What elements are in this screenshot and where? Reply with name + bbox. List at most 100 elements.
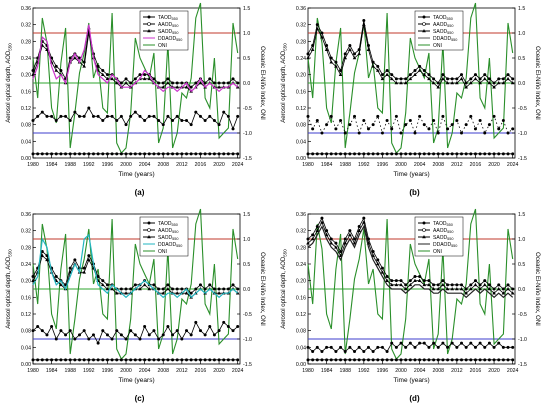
y2-tick-label: -0.5 bbox=[518, 312, 527, 318]
data-point bbox=[348, 123, 352, 127]
data-point bbox=[399, 358, 403, 362]
x-tick-label: 1992 bbox=[83, 368, 95, 374]
x-tick-label: 2024 bbox=[232, 368, 244, 374]
data-point bbox=[441, 152, 445, 156]
x-tick-label: 2016 bbox=[195, 162, 207, 168]
oni-line bbox=[32, 2, 239, 154]
legend-marker bbox=[422, 235, 426, 239]
x-tick-label: 2000 bbox=[395, 368, 407, 374]
data-point bbox=[487, 287, 492, 291]
x-tick-label: 2016 bbox=[470, 162, 482, 168]
data-point bbox=[348, 44, 352, 47]
data-point bbox=[413, 275, 417, 278]
data-point bbox=[478, 287, 482, 291]
data-point bbox=[82, 114, 86, 118]
data-point bbox=[171, 333, 175, 337]
data-point bbox=[82, 329, 86, 333]
data-point bbox=[115, 152, 119, 156]
data-point bbox=[110, 152, 114, 156]
data-point bbox=[353, 358, 357, 362]
data-point bbox=[217, 358, 221, 362]
data-point bbox=[413, 345, 417, 349]
data-point bbox=[432, 341, 436, 345]
data-point bbox=[446, 345, 450, 349]
data-point bbox=[189, 358, 193, 362]
data-point bbox=[50, 114, 54, 118]
data-point bbox=[385, 152, 389, 156]
data-point bbox=[469, 81, 473, 85]
data-point bbox=[226, 325, 230, 328]
data-point bbox=[432, 77, 436, 81]
data-point bbox=[320, 131, 324, 135]
data-point bbox=[357, 152, 361, 156]
data-point bbox=[343, 241, 348, 245]
y2-tick-label: 1.5 bbox=[243, 212, 250, 218]
data-point bbox=[166, 287, 170, 291]
data-point bbox=[185, 152, 189, 156]
data-point bbox=[348, 345, 352, 349]
data-point bbox=[152, 114, 156, 118]
x-tick-label: 1992 bbox=[358, 162, 370, 168]
data-point bbox=[506, 345, 510, 349]
data-point bbox=[171, 81, 175, 85]
data-point bbox=[133, 283, 137, 287]
legend-label: DDAOD550 bbox=[158, 36, 182, 42]
data-point bbox=[353, 114, 357, 118]
y-tick-label: 0.32 bbox=[21, 23, 31, 29]
data-point bbox=[217, 123, 221, 127]
data-point bbox=[487, 77, 491, 81]
x-tick-label: 1984 bbox=[321, 368, 333, 374]
x-tick-label: 1996 bbox=[102, 368, 114, 374]
data-point bbox=[464, 287, 468, 291]
x-tick-label: 2012 bbox=[451, 162, 463, 168]
data-point bbox=[390, 127, 394, 131]
data-point bbox=[329, 237, 333, 241]
data-point bbox=[189, 333, 193, 337]
data-point bbox=[422, 358, 426, 362]
data-point bbox=[189, 152, 193, 156]
x-tick-label: 1988 bbox=[64, 162, 76, 168]
data-point bbox=[460, 283, 464, 287]
data-point bbox=[175, 358, 179, 362]
data-point bbox=[31, 119, 35, 122]
y2-tick-label: -1.0 bbox=[518, 131, 527, 137]
data-point bbox=[464, 358, 468, 362]
data-point bbox=[478, 81, 482, 85]
data-point bbox=[408, 76, 413, 81]
data-point bbox=[100, 282, 105, 287]
data-point bbox=[100, 72, 105, 76]
data-point bbox=[394, 282, 399, 287]
legend-label: ONI bbox=[158, 249, 167, 255]
y2-axis-title: Oceanic El-Niño Index, ONI bbox=[259, 252, 265, 326]
data-point bbox=[436, 283, 440, 287]
data-point bbox=[208, 114, 212, 118]
legend-label: SAOD550 bbox=[433, 235, 454, 241]
y2-tick-label: -0.5 bbox=[243, 312, 252, 318]
y-tick-label: 0.24 bbox=[296, 262, 306, 268]
data-point bbox=[119, 152, 123, 156]
data-point bbox=[376, 152, 380, 156]
data-point bbox=[324, 47, 329, 51]
data-point bbox=[436, 152, 440, 156]
data-point bbox=[394, 77, 398, 81]
data-point bbox=[217, 329, 221, 333]
data-point bbox=[362, 152, 366, 156]
data-point bbox=[175, 152, 179, 156]
data-point bbox=[96, 341, 100, 345]
data-point bbox=[226, 114, 230, 118]
y-tick-label: 0.24 bbox=[21, 262, 31, 268]
data-point bbox=[236, 358, 240, 362]
legend-label: SAOD550 bbox=[433, 29, 454, 35]
data-point bbox=[380, 266, 384, 270]
legend-label: DDAOD550 bbox=[433, 36, 457, 42]
y2-tick-label: 0.0 bbox=[243, 287, 250, 293]
data-point bbox=[399, 282, 403, 287]
data-point bbox=[78, 152, 82, 156]
data-point bbox=[171, 287, 175, 291]
legend-label: TAOD550 bbox=[433, 15, 453, 21]
data-point bbox=[203, 333, 207, 337]
data-point bbox=[306, 237, 310, 241]
data-point bbox=[194, 320, 198, 324]
y-axis-title: Aerosol optical depth, AOD550 bbox=[281, 43, 288, 123]
